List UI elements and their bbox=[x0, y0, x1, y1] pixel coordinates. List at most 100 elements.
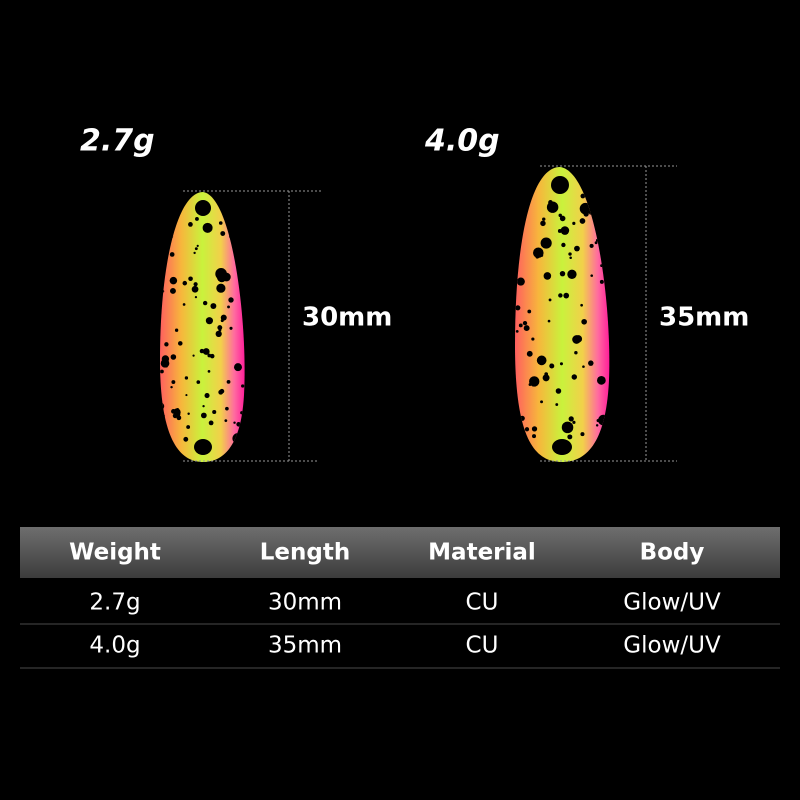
speckle bbox=[560, 226, 570, 235]
speckle bbox=[540, 400, 544, 404]
speckle bbox=[527, 309, 532, 314]
speckle bbox=[548, 298, 552, 302]
speckle bbox=[599, 279, 604, 284]
speckle bbox=[236, 422, 241, 427]
speckle bbox=[595, 206, 607, 217]
speckle bbox=[567, 434, 573, 440]
table-cell: 4.0g bbox=[89, 633, 140, 659]
speckle bbox=[170, 385, 173, 389]
speckle bbox=[529, 376, 540, 387]
speckle bbox=[202, 348, 210, 355]
speckle bbox=[555, 403, 559, 406]
speckle bbox=[208, 420, 214, 426]
speckle bbox=[228, 235, 232, 238]
speckle bbox=[604, 257, 608, 261]
speckle bbox=[161, 239, 167, 244]
speckle bbox=[238, 224, 245, 230]
speckle bbox=[226, 380, 231, 384]
speckle bbox=[580, 432, 585, 437]
speckle bbox=[540, 237, 552, 249]
speckle bbox=[563, 426, 569, 433]
speckle bbox=[547, 319, 551, 323]
speckle bbox=[600, 264, 604, 268]
speckle bbox=[162, 215, 167, 220]
speckle bbox=[536, 355, 547, 366]
speckle bbox=[200, 412, 207, 419]
speckle bbox=[571, 274, 575, 278]
speckle bbox=[210, 353, 215, 359]
speckle bbox=[184, 376, 189, 380]
speckle bbox=[540, 220, 546, 227]
table-header-cell: Weight bbox=[69, 540, 161, 566]
table-cell: Glow/UV bbox=[623, 633, 721, 659]
speckle bbox=[233, 421, 236, 424]
table-cell: Glow/UV bbox=[623, 590, 721, 616]
speckle bbox=[191, 285, 199, 293]
speckle bbox=[515, 419, 520, 424]
speckle bbox=[160, 248, 165, 254]
speckle bbox=[204, 392, 210, 399]
speckle bbox=[205, 317, 213, 325]
speckle bbox=[519, 415, 525, 421]
speckle bbox=[171, 409, 176, 414]
speckle bbox=[160, 256, 164, 263]
speckle bbox=[169, 252, 175, 257]
speckle bbox=[594, 241, 598, 245]
speckle bbox=[228, 297, 234, 303]
speckle bbox=[521, 193, 527, 198]
speckle bbox=[217, 325, 223, 331]
speckle bbox=[171, 380, 176, 384]
speckle bbox=[182, 280, 188, 286]
speckle bbox=[160, 359, 170, 368]
speckle bbox=[176, 415, 182, 421]
speckle bbox=[210, 303, 217, 309]
table-cell: CU bbox=[466, 633, 499, 659]
speckle bbox=[591, 206, 597, 212]
speckle bbox=[572, 221, 576, 225]
speckle bbox=[216, 283, 226, 293]
speckle bbox=[202, 222, 213, 233]
speckle bbox=[193, 282, 198, 287]
speckle bbox=[164, 342, 169, 347]
speckle bbox=[518, 323, 523, 328]
table-cell: 35mm bbox=[268, 633, 342, 659]
speckle bbox=[169, 288, 176, 294]
speckle bbox=[169, 276, 178, 285]
speckle bbox=[224, 419, 228, 423]
speckle bbox=[580, 193, 586, 199]
speckle bbox=[561, 242, 566, 248]
speckle bbox=[549, 363, 553, 367]
speckle bbox=[215, 330, 222, 338]
speckle bbox=[515, 280, 518, 286]
speckle bbox=[542, 374, 550, 382]
speckle bbox=[580, 303, 583, 307]
speckle bbox=[212, 409, 217, 415]
speckle bbox=[237, 219, 243, 225]
speckle bbox=[516, 277, 525, 286]
speckle bbox=[582, 365, 585, 368]
speckle bbox=[546, 201, 559, 213]
speckle bbox=[598, 414, 609, 426]
speckle bbox=[515, 329, 519, 333]
speckle bbox=[540, 254, 544, 257]
speckle bbox=[571, 374, 578, 380]
speckle bbox=[567, 269, 577, 279]
speckle bbox=[220, 231, 226, 236]
speckle bbox=[238, 434, 241, 438]
speckle bbox=[195, 217, 199, 221]
speckle bbox=[160, 414, 165, 419]
speckle bbox=[160, 402, 165, 411]
speckle bbox=[515, 394, 518, 399]
speckle bbox=[241, 384, 245, 388]
table-header-cell: Material bbox=[428, 540, 536, 566]
speckle bbox=[170, 235, 174, 238]
speckle bbox=[597, 375, 606, 385]
speckle bbox=[574, 350, 578, 355]
table-header-cell: Length bbox=[260, 540, 350, 566]
speckle bbox=[218, 221, 223, 225]
speckle bbox=[161, 289, 165, 293]
dimension-lines bbox=[183, 165, 677, 462]
speckle bbox=[177, 341, 183, 346]
speckle bbox=[196, 244, 199, 247]
